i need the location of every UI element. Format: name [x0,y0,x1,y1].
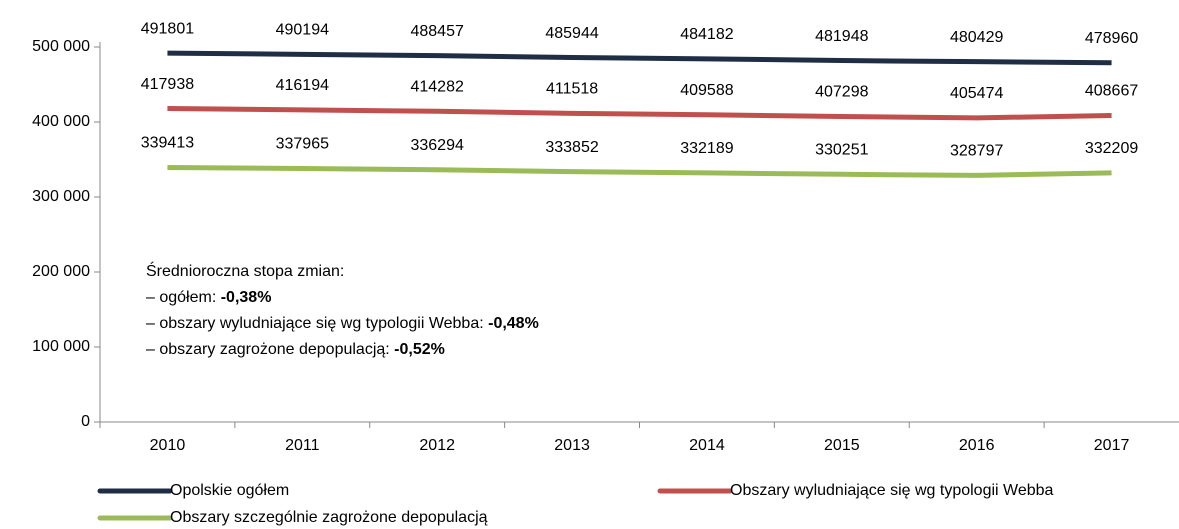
data-label: 478960 [1085,30,1138,47]
data-label: 328797 [950,143,1003,160]
data-label: 411518 [546,81,598,98]
data-label: 488457 [410,23,463,40]
y-tick-label: 500 000 [32,38,90,55]
data-label: 485944 [545,25,598,42]
data-label: 408667 [1085,83,1138,100]
data-label: 414282 [410,79,463,96]
legend-label: Obszary wyludniające się wg typologii We… [730,482,1054,499]
data-label: 407298 [815,84,868,101]
y-tick-label: 300 000 [32,188,90,205]
data-label: 332209 [1085,140,1138,157]
data-label: 332189 [680,140,733,157]
data-label: 405474 [950,85,1003,102]
data-label: 484182 [680,26,733,43]
data-label: 416194 [276,77,329,94]
data-label: 336294 [410,137,463,154]
data-label: 481948 [815,28,868,45]
x-tick-label: 2014 [689,437,725,454]
x-tick-label: 2015 [824,437,860,454]
y-tick-label: 400 000 [32,113,90,130]
legend-label: Obszary szczególnie zagrożone depopulacj… [170,509,488,526]
y-tick-label: 100 000 [32,338,90,355]
annotation-value: -0,48% [488,315,539,332]
data-label: 490194 [276,22,329,39]
annotation-text: – obszary wyludniające się wg typologii … [146,315,488,332]
series-line [167,106,1112,121]
y-tick-label: 0 [81,413,90,430]
annotation-value: -0,38% [221,289,272,306]
x-tick-label: 2016 [959,437,995,454]
data-label: 337965 [276,136,329,153]
x-tick-label: 2017 [1094,437,1130,454]
series-line [167,164,1112,178]
data-label: 491801 [141,20,194,37]
annotation-heading: Średnioroczna stopa zmian: [146,261,344,280]
annotation-line: – ogółem: -0,38% [146,289,271,306]
legend-label: Opolskie ogółem [170,482,289,499]
x-tick-label: 2013 [554,437,590,454]
x-tick-label: 2010 [150,437,186,454]
annotation-value: -0,52% [394,341,445,358]
annotation-text: – obszary zagrożone depopulacją: [146,341,394,358]
annotation-line: – obszary zagrożone depopulacją: -0,52% [146,341,445,358]
data-label: 333852 [545,139,598,156]
data-label: 417938 [141,76,194,93]
y-tick-label: 200 000 [32,263,90,280]
series-line [167,50,1112,66]
data-label: 330251 [815,142,868,159]
data-label: 480429 [950,29,1003,46]
data-label: 409588 [680,82,733,99]
annotation-text: – ogółem: [146,289,221,306]
annotation-line: – obszary wyludniające się wg typologii … [146,315,539,332]
data-label: 339413 [141,135,194,152]
x-tick-label: 2011 [285,437,320,454]
x-tick-label: 2012 [419,437,455,454]
